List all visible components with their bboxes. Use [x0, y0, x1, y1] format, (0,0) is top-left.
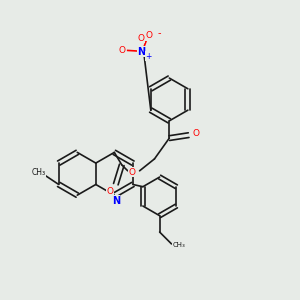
- Text: O: O: [129, 168, 136, 177]
- Text: N: N: [112, 196, 120, 206]
- Text: O: O: [193, 129, 200, 138]
- Text: O: O: [138, 34, 145, 43]
- Text: CH₃: CH₃: [32, 168, 46, 177]
- Text: O: O: [106, 187, 113, 196]
- Text: N: N: [137, 47, 145, 57]
- Text: CH₃: CH₃: [172, 242, 185, 248]
- Text: -: -: [158, 28, 161, 38]
- Text: +: +: [145, 52, 152, 61]
- Text: O: O: [145, 31, 152, 40]
- Text: O: O: [118, 46, 125, 55]
